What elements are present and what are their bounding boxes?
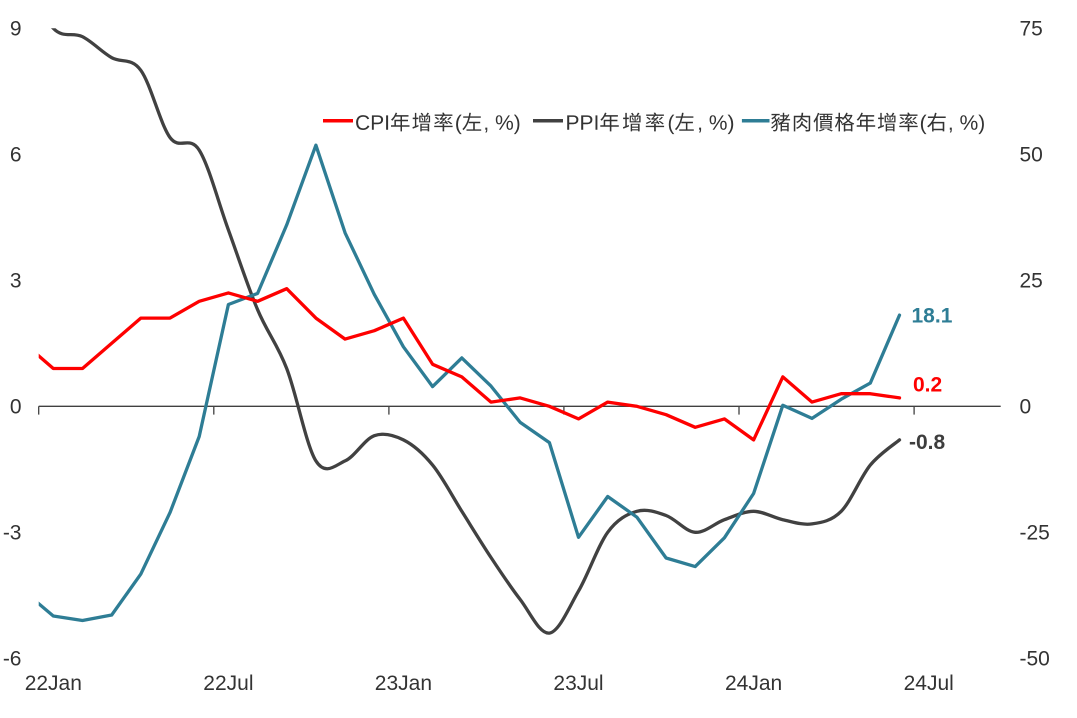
svg-text:-0.8: -0.8 [909,431,946,454]
svg-text:18.1: 18.1 [912,304,953,327]
svg-text:22Jul: 22Jul [203,672,253,695]
svg-text:50: 50 [1020,144,1043,167]
svg-text:3: 3 [10,270,22,293]
svg-text:24Jan: 24Jan [725,672,782,695]
svg-text:6: 6 [10,144,22,167]
svg-text:-25: -25 [1020,522,1050,545]
svg-text:9: 9 [10,18,22,41]
svg-text:75: 75 [1020,18,1043,41]
svg-text:23Jan: 23Jan [375,672,432,695]
svg-text:-50: -50 [1020,648,1050,671]
svg-text:0.2: 0.2 [913,373,942,396]
svg-text:24Jul: 24Jul [904,672,954,695]
svg-text:-3: -3 [3,522,22,545]
svg-text:22Jan: 22Jan [25,672,82,695]
svg-text:25: 25 [1020,270,1043,293]
svg-text:0: 0 [10,396,22,419]
svg-text:23Jul: 23Jul [553,672,603,695]
svg-text:-6: -6 [3,648,22,671]
svg-text:0: 0 [1020,396,1032,419]
